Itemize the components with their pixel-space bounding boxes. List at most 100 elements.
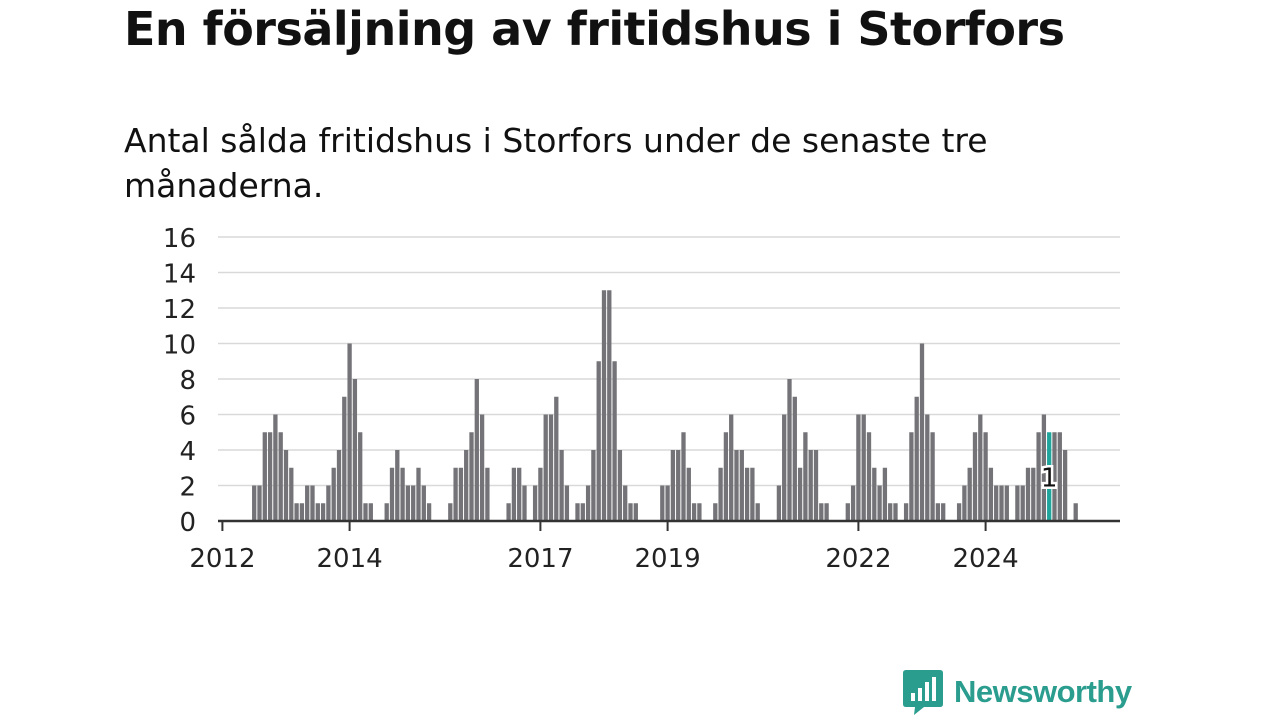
bar [511,467,517,521]
bar [299,503,305,521]
bar [755,503,760,521]
bar [469,432,474,521]
bar [792,396,797,521]
bar [681,432,686,521]
bar [289,467,294,521]
bar [882,467,888,521]
bar [999,485,1004,521]
bar [305,485,310,521]
bar [1036,432,1041,521]
bar [691,503,697,521]
bar [1073,503,1078,521]
bar [824,503,829,521]
bar [1057,432,1062,521]
bar [405,485,411,521]
bar [464,450,469,521]
bar [994,485,999,521]
bar [363,503,368,521]
bar [776,485,782,521]
bar [866,432,872,521]
bar [861,414,866,521]
bar [607,290,612,521]
bar [368,503,373,521]
bar [580,503,585,521]
highlighted-bar [1047,432,1052,521]
bar [941,503,946,521]
bar [485,467,490,521]
bar [972,432,978,521]
bar [744,467,750,521]
x-tick-label: 2019 [635,544,701,574]
bar [336,450,342,521]
bar [426,503,432,521]
bar [903,503,909,521]
bar [331,467,336,521]
x-axis-ticks: 2012 2014 2017 2019 2022 2024 [189,521,1019,574]
bar [665,485,670,521]
bar [1052,432,1057,521]
bar [718,467,723,521]
bar [914,396,919,521]
bar [384,503,389,521]
bar [283,450,289,521]
chart-title: En försäljning av fritidshus i Storfors [124,2,1065,56]
bar [1020,485,1025,521]
bar [893,503,898,521]
bars [252,290,1078,521]
bar [591,450,596,521]
bar [1031,467,1036,521]
bar [713,503,718,521]
bar [320,503,326,521]
bar [962,485,967,521]
bar [416,467,421,521]
bar [543,414,548,521]
bar [559,450,564,521]
bar [517,467,522,521]
bar [697,503,702,521]
bar [845,503,850,521]
bar [803,432,808,521]
x-tick-label: 2022 [825,544,891,574]
bar [877,485,882,521]
bar [1015,485,1020,521]
data-label-latest: 1 [1041,463,1058,493]
bar [739,450,744,521]
bar [686,467,691,521]
bar [1025,467,1031,521]
newsworthy-logo-icon [903,670,943,715]
bar [623,485,628,521]
bar [564,485,570,521]
bar [956,503,962,521]
bar [782,414,787,521]
bar [967,467,972,521]
bar [660,485,665,521]
bar [347,343,352,521]
bar [252,485,257,521]
y-tick-label: 4 [179,437,196,467]
bar [395,450,400,521]
y-tick-label: 2 [179,473,196,503]
bar [278,432,283,521]
bar [506,503,511,521]
bar [909,432,914,521]
bar [787,379,792,521]
bar [522,485,527,521]
bar [479,414,485,521]
y-axis-ticks: 0 2 4 6 8 10 12 14 16 [163,224,196,538]
bar [983,432,988,521]
y-tick-label: 16 [163,224,196,254]
bar [888,503,893,521]
y-tick-label: 14 [163,260,196,290]
bar [596,361,601,521]
bar [411,485,416,521]
x-tick-label: 2017 [507,544,573,574]
bar [538,467,543,521]
bar [925,414,930,521]
bar [856,414,861,521]
y-tick-label: 12 [163,295,196,325]
bar [723,432,729,521]
bar [389,467,395,521]
bar [734,450,739,521]
bar [262,432,267,521]
bar [310,485,315,521]
